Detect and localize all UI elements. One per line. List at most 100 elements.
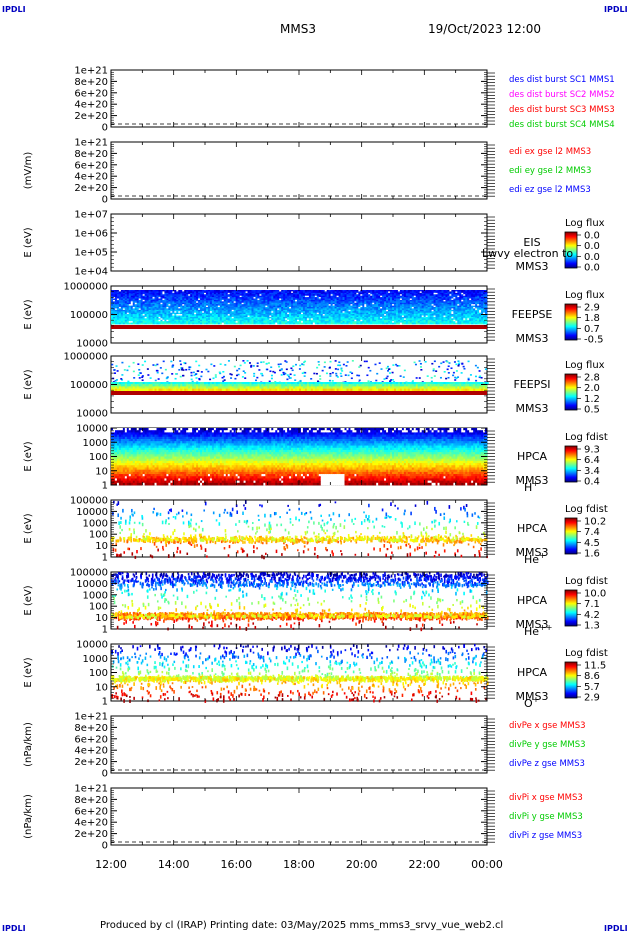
- spec-cell: [483, 309, 486, 312]
- spec-cell: [134, 304, 138, 306]
- spec-cell: [223, 301, 227, 304]
- spec-cell: [324, 314, 328, 316]
- spec-cell: [324, 309, 328, 312]
- spec-cell: [401, 312, 405, 315]
- spec-cell: [350, 321, 353, 323]
- spec-cell: [287, 292, 290, 295]
- spec-cell: [251, 322, 254, 325]
- spec-cell: [322, 297, 326, 299]
- spec-cell: [111, 295, 114, 298]
- spec-cell: [388, 318, 391, 321]
- spec-cell: [457, 307, 460, 309]
- spec-cell: [231, 314, 235, 316]
- spec-cell: [419, 321, 423, 323]
- spec-cell: [302, 290, 306, 292]
- spec-cell: [423, 301, 427, 304]
- spec-cell: [186, 314, 189, 316]
- spec-cell: [334, 322, 337, 325]
- spec-cell: [279, 311, 282, 314]
- spec-cell: [372, 294, 375, 297]
- spec-cell: [324, 321, 328, 323]
- spec-cell: [376, 302, 379, 305]
- spec-cell: [233, 299, 237, 302]
- spec-cell: [265, 308, 268, 311]
- spec-cell: [306, 321, 310, 323]
- spec-cell: [471, 291, 474, 294]
- spec-cell: [485, 321, 488, 323]
- spec-cell: [326, 322, 330, 325]
- spec-cell: [130, 322, 134, 325]
- spec-cell: [126, 304, 130, 306]
- spec-cell: [164, 290, 167, 292]
- spec-cell: [320, 314, 324, 316]
- legend-entry: des dist burst SC2 MMS2: [509, 90, 615, 100]
- spec-cell: [350, 305, 353, 308]
- spec-cell: [233, 322, 237, 325]
- spec-cell: [421, 316, 425, 319]
- spec-cell: [340, 311, 343, 314]
- spec-cell: [338, 316, 341, 319]
- spec-cell: [122, 298, 126, 301]
- spec-cell: [445, 301, 448, 304]
- spec-cell: [202, 305, 205, 308]
- spec-cell: [397, 297, 401, 299]
- spec-cell: [257, 318, 260, 321]
- spec-cell: [205, 304, 209, 306]
- spec-cell: [174, 297, 177, 299]
- spec-cell: [338, 294, 341, 297]
- spec-cell: [388, 308, 391, 311]
- spec-cell: [112, 297, 116, 299]
- spec-cell: [334, 297, 337, 299]
- spec-cell: [352, 305, 355, 308]
- spec-cell: [215, 297, 219, 299]
- spec-cell: [411, 299, 415, 302]
- spec-cell: [445, 294, 448, 297]
- spec-cell: [439, 314, 442, 316]
- spec-dot: [418, 377, 421, 379]
- spec-cell: [471, 316, 474, 319]
- spec-cell: [263, 291, 266, 294]
- spec-cell: [457, 299, 460, 302]
- spec-cell: [275, 321, 278, 323]
- spec-cell: [253, 294, 256, 297]
- spec-cell: [122, 322, 126, 325]
- spec-cell: [293, 302, 296, 305]
- spec-cell: [475, 322, 478, 325]
- spec-cell: [217, 312, 221, 315]
- spec-cell: [265, 291, 268, 294]
- spec-cell: [427, 291, 431, 294]
- spec-cell: [239, 307, 243, 309]
- spec-cell: [318, 290, 322, 292]
- spec-cell: [289, 305, 292, 308]
- spec-cell: [227, 302, 231, 305]
- spec-cell: [142, 301, 146, 304]
- spec-cell: [140, 312, 144, 315]
- spec-cell: [253, 309, 256, 312]
- spec-cell: [328, 321, 332, 323]
- spec-cell: [380, 298, 383, 301]
- spec-cell: [253, 305, 256, 308]
- spec-cell: [477, 314, 480, 316]
- spec-cell: [204, 298, 207, 301]
- spec-cell: [233, 302, 237, 305]
- spec-cell: [144, 295, 148, 298]
- spec-cell: [221, 302, 225, 305]
- spec-cell: [281, 319, 284, 322]
- spec-cell: [158, 308, 161, 311]
- y-tick-label: 8e+20: [74, 77, 108, 88]
- spec-cell: [219, 292, 223, 295]
- spec-cell: [265, 318, 268, 321]
- spec-cell: [461, 295, 464, 298]
- spec-cell: [174, 307, 177, 309]
- spec-cell: [302, 295, 306, 298]
- spec-cell: [350, 298, 353, 301]
- spec-cell: [473, 299, 476, 302]
- spec-cell: [273, 312, 276, 315]
- spec-cell: [316, 304, 320, 306]
- spec-cell: [180, 315, 183, 318]
- spec-cell: [382, 294, 385, 297]
- spec-cell: [225, 292, 229, 295]
- spec-cell: [293, 308, 296, 311]
- spec-cell: [352, 291, 355, 294]
- spec-cell: [136, 309, 140, 312]
